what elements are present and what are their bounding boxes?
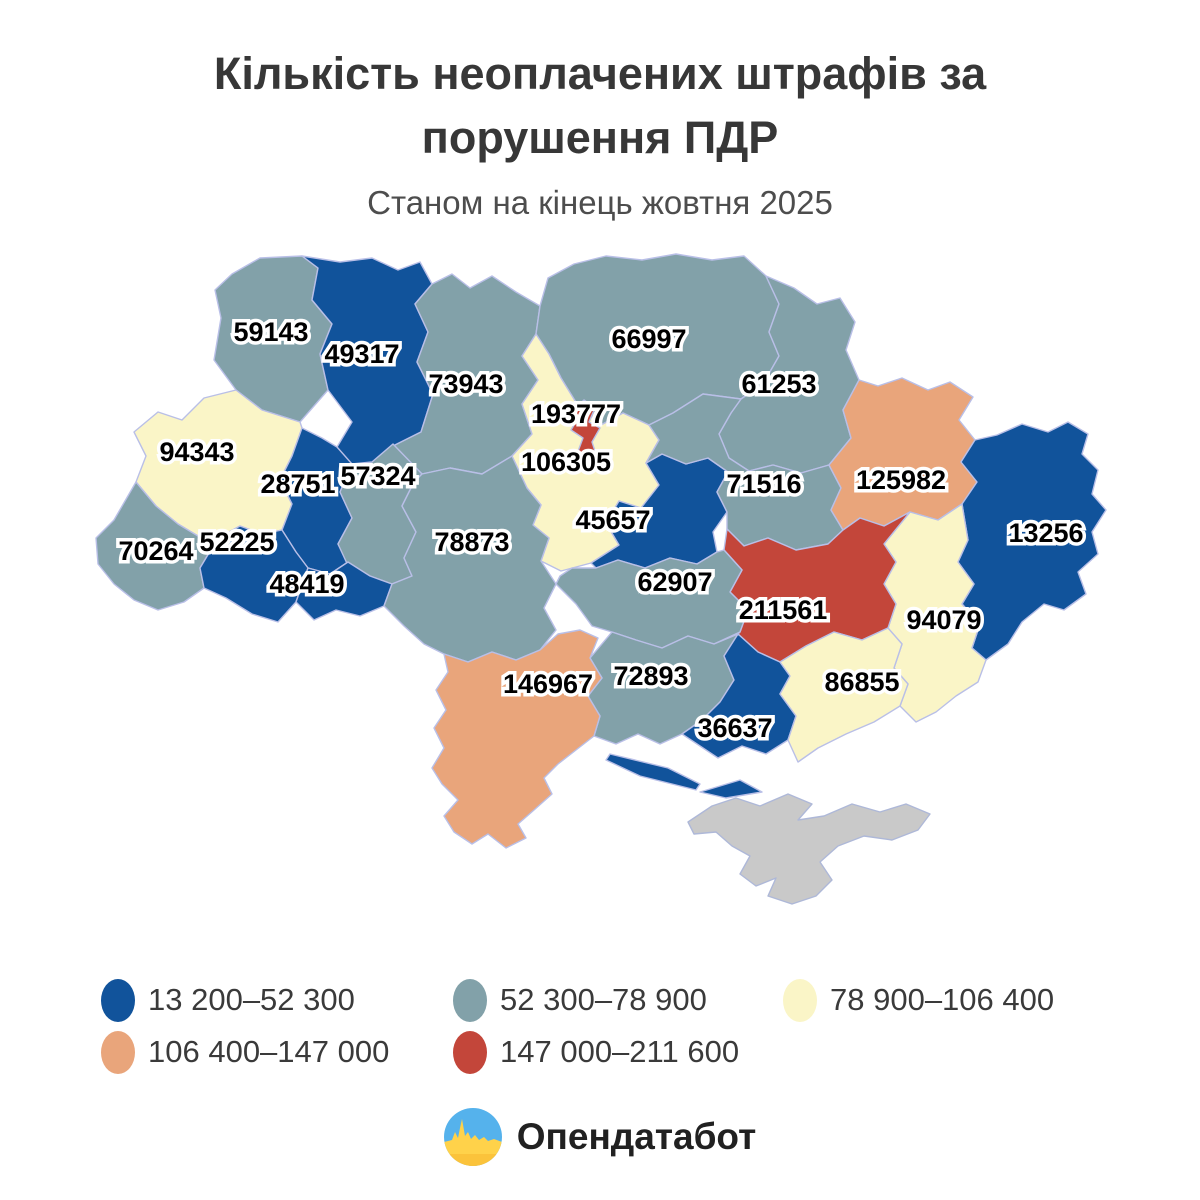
label-vinnytsia: 78873 bbox=[434, 527, 509, 557]
region-zaporizhzhia bbox=[779, 627, 909, 763]
page-subtitle: Станом на кінець жовтня 2025 bbox=[367, 184, 833, 221]
page-title-line1: Кількість неоплачених штрафів за bbox=[213, 48, 987, 99]
label-kharkiv: 125982 bbox=[856, 465, 946, 495]
label-donetsk: 94079 bbox=[906, 605, 981, 635]
label-chernivtsi: 48419 bbox=[269, 569, 344, 599]
label-lviv: 94343 bbox=[159, 437, 234, 467]
label-luhansk: 13256 bbox=[1008, 518, 1083, 548]
label-kirovohrad: 62907 bbox=[637, 567, 712, 597]
label-kyiv-oblast: 106305 bbox=[521, 447, 611, 477]
title-block: Кількість неоплачених штрафів за порушен… bbox=[0, 42, 1200, 223]
label-rivne: 49317 bbox=[324, 339, 399, 369]
legend-swatch-teal bbox=[453, 978, 487, 1022]
label-cherkasy: 45657 bbox=[575, 505, 650, 535]
region-kirovohrad bbox=[555, 549, 749, 649]
label-mykolaiv: 72893 bbox=[613, 661, 688, 691]
brand-footer: Опендатабот bbox=[0, 1108, 1200, 1166]
label-khmelnytskyi: 57324 bbox=[340, 461, 415, 491]
label-kherson: 36637 bbox=[697, 713, 772, 743]
region-ivano-frankivsk bbox=[199, 525, 309, 623]
label-zaporizhzhia: 86855 bbox=[824, 667, 899, 697]
legend-item-5: 147 000–211 600 bbox=[453, 1028, 739, 1076]
legend-label-2: 52 300–78 900 bbox=[500, 982, 707, 1017]
label-chernihiv: 66997 bbox=[611, 324, 686, 354]
region-kharkiv bbox=[828, 377, 978, 531]
legend-swatch-orange bbox=[101, 1030, 135, 1074]
legend-item-4: 106 400–147 000 bbox=[101, 1028, 389, 1076]
kherson-spit-kinburn bbox=[605, 753, 701, 791]
region-odesa bbox=[431, 629, 603, 849]
legend-label-5: 147 000–211 600 bbox=[500, 1034, 740, 1069]
legend-swatch-red bbox=[453, 1030, 487, 1074]
region-crimea bbox=[687, 793, 931, 905]
kherson-spit-tendra bbox=[699, 779, 763, 799]
legend-label-3: 78 900–106 400 bbox=[830, 982, 1055, 1017]
label-ternopil: 28751 bbox=[260, 469, 335, 499]
legend-item-1: 13 200–52 300 bbox=[101, 976, 355, 1024]
label-zhytomyr: 73943 bbox=[428, 369, 503, 399]
legend-item-2: 52 300–78 900 bbox=[453, 976, 707, 1024]
region-zakarpattia bbox=[95, 481, 219, 611]
label-sumy: 61253 bbox=[741, 369, 816, 399]
region-value-labels: 59143 49317 73943 66997 61253 106305 193… bbox=[115, 314, 1087, 747]
legend-item-3: 78 900–106 400 bbox=[783, 976, 1054, 1024]
label-ivano-frankivsk: 52225 bbox=[199, 527, 274, 557]
legend-swatch-yellow bbox=[783, 978, 817, 1022]
opendatabot-logo-icon bbox=[443, 1108, 502, 1166]
region-kyiv-city bbox=[570, 399, 601, 465]
page-title-line2: порушення ПДР bbox=[421, 112, 779, 163]
legend-label-4: 106 400–147 000 bbox=[148, 1034, 390, 1069]
label-dnipropetrovsk: 211561 bbox=[739, 595, 828, 625]
legend-label-1: 13 200–52 300 bbox=[148, 982, 355, 1017]
label-odesa: 146967 bbox=[503, 669, 593, 699]
map-container: 59143 49317 73943 66997 61253 106305 193… bbox=[0, 232, 1200, 972]
legend: 13 200–52 300 52 300–78 900 78 900–106 4… bbox=[0, 976, 1200, 1086]
label-kyiv-city: 193777 bbox=[531, 399, 621, 429]
legend-swatch-blue bbox=[101, 978, 135, 1022]
label-poltava: 71516 bbox=[726, 469, 801, 499]
brand-name: Опендатабот bbox=[516, 1116, 757, 1157]
label-volyn: 59143 bbox=[233, 317, 308, 347]
ukraine-choropleth-map: 59143 49317 73943 66997 61253 106305 193… bbox=[95, 253, 1107, 905]
label-zakarpattia: 70264 bbox=[118, 536, 193, 566]
